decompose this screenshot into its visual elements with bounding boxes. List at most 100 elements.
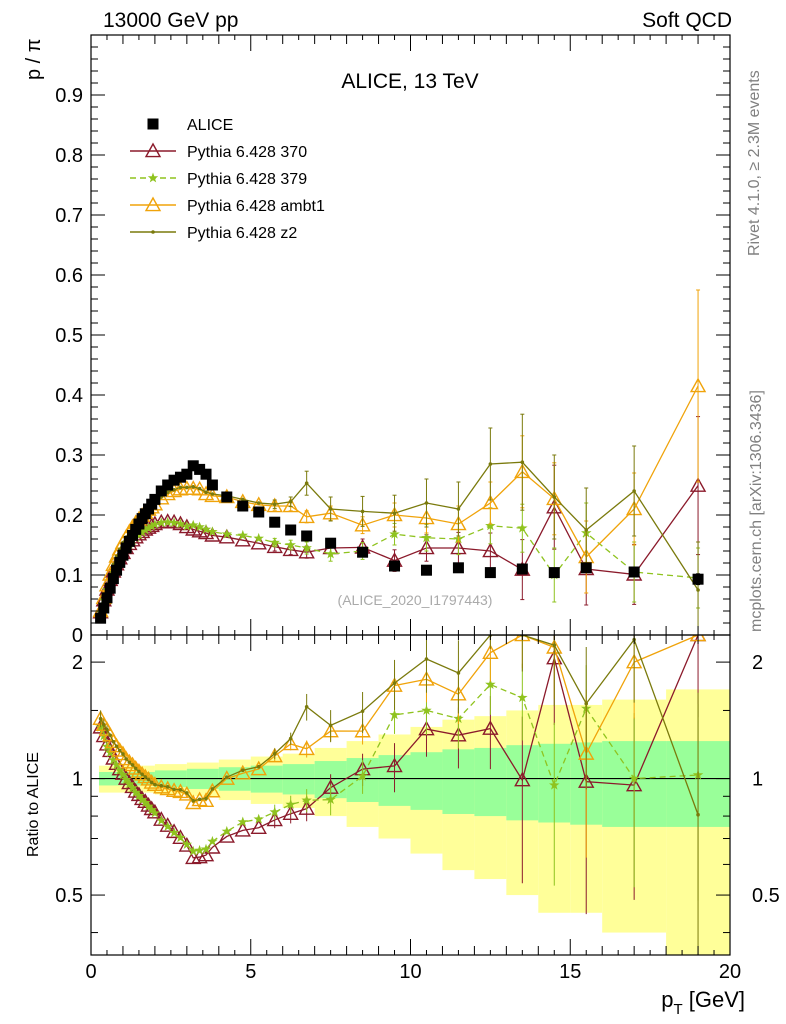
point-pythia-6-428-z2: [256, 501, 261, 505]
legend-label-pythia-6-428-z2: Pythia 6.428 z2: [187, 225, 297, 242]
point-pythia-6-428-379: [143, 522, 154, 533]
ratio-point-pythia-6-428-370: [298, 800, 315, 815]
ratio-point-pythia-6-428-370: [250, 819, 267, 835]
ratio-point-pythia-6-428-379: [421, 704, 432, 715]
ratio-point-pythia-6-428-ambt1: [204, 782, 221, 798]
ratio-point-pythia-6-428-ambt1: [354, 722, 371, 738]
point-alice: [221, 491, 233, 503]
ratio-point-pythia-6-428-379: [269, 806, 280, 817]
point-alice: [114, 556, 126, 568]
point-alice: [127, 529, 139, 541]
point-pythia-6-428-z2: [204, 490, 208, 495]
y-tick-label: 0.1: [55, 565, 83, 587]
point-pythia-6-428-370: [298, 543, 315, 559]
point-pythia-6-428-z2: [178, 485, 183, 490]
ratio-point-pythia-6-428-379: [207, 835, 218, 846]
ratio-point-pythia-6-428-379: [181, 839, 193, 849]
point-alice: [253, 506, 265, 518]
point-alice: [101, 592, 113, 604]
ratio-y-tick-label: 1: [72, 769, 83, 791]
y-tick-label: 0.3: [55, 445, 83, 467]
ratio-point-pythia-6-428-z2: [197, 797, 202, 802]
point-pythia-6-428-379: [253, 532, 264, 543]
point-pythia-6-428-370: [250, 534, 267, 550]
point-pythia-6-428-z2: [696, 588, 700, 592]
ratio-point-pythia-6-428-370: [191, 848, 208, 864]
point-pythia-6-428-z2: [424, 501, 429, 505]
x-tick-label: 20: [719, 961, 741, 983]
legend-label-pythia-6-428-370: Pythia 6.428 370: [187, 144, 307, 161]
ratio-point-pythia-6-428-z2: [552, 643, 557, 648]
point-pythia-6-428-ambt1: [266, 497, 283, 513]
point-pythia-6-428-379: [221, 528, 232, 539]
ratio-point-pythia-6-428-379: [111, 759, 122, 770]
point-pythia-6-428-z2: [552, 495, 557, 499]
y-tick-label: 0.9: [55, 85, 83, 107]
legend: ALICE Pythia 6.428 370 Pythia 6.428 379 Pyt…: [130, 117, 325, 242]
ratio-point-pythia-6-428-379: [517, 692, 528, 703]
ratio-panel-marks: [92, 635, 707, 955]
ratio-point-pythia-6-428-370: [514, 771, 531, 787]
ratio-point-pythia-6-428-ambt1: [185, 794, 202, 810]
y-tick-label: 0.8: [55, 145, 83, 167]
point-pythia-6-428-379: [285, 539, 296, 550]
ratio-point-pythia-6-428-379: [628, 773, 640, 783]
point-pythia-6-428-379: [156, 517, 167, 528]
ratio-point-pythia-6-428-379: [200, 843, 212, 854]
legend-label-pythia-6-428-379: Pythia 6.428 379: [187, 171, 307, 188]
point-alice: [516, 563, 528, 575]
ratio-point-pythia-6-428-z2: [360, 709, 365, 714]
ratio-point-pythia-6-428-379: [136, 794, 148, 805]
ratio-point-pythia-6-428-z2: [143, 775, 148, 779]
ratio-point-pythia-6-428-379: [253, 813, 264, 824]
ratio-point-pythia-6-428-ambt1: [266, 747, 283, 763]
ratio-point-pythia-6-428-379: [301, 794, 312, 805]
point-alice: [206, 479, 218, 491]
ratio-point-pythia-6-428-379: [133, 790, 145, 801]
point-pythia-6-428-370: [204, 526, 221, 542]
point-pythia-6-428-370: [418, 539, 435, 555]
point-pythia-6-428-z2: [488, 462, 493, 466]
ratio-point-pythia-6-428-370: [185, 849, 202, 865]
point-pythia-6-428-379: [149, 519, 161, 529]
ratio-point-pythia-6-428-z2: [133, 766, 138, 771]
point-pythia-6-428-z2: [210, 492, 215, 496]
point-pythia-6-428-ambt1: [482, 494, 499, 510]
ratio-point-pythia-6-428-z2: [130, 763, 135, 767]
point-pythia-6-428-ambt1: [282, 497, 299, 513]
point-pythia-6-428-379: [301, 542, 312, 553]
ratio-point-pythia-6-428-ambt1: [124, 756, 141, 772]
point-alice: [389, 560, 401, 572]
ratio-point-pythia-6-428-z2: [584, 701, 589, 706]
x-axis-label: pT [GeV]: [661, 987, 745, 1018]
ratio-point-pythia-6-428-379: [140, 797, 151, 808]
ratio-point-pythia-6-428-z2: [304, 704, 309, 709]
point-pythia-6-428-370: [218, 528, 235, 544]
point-alice: [107, 573, 119, 585]
legend-label-alice: ALICE: [187, 117, 233, 134]
ratio-point-pythia-6-428-370: [386, 757, 403, 773]
ratio-point-pythia-6-428-379: [146, 804, 157, 815]
point-pythia-6-428-379: [485, 520, 496, 531]
ratio-point-pythia-6-428-z2: [140, 772, 144, 777]
point-alice: [269, 516, 281, 528]
point-alice: [111, 564, 123, 576]
point-pythia-6-428-379: [421, 532, 432, 543]
point-alice: [174, 471, 186, 483]
point-pythia-6-428-370: [234, 531, 251, 547]
stat-band-bin: [282, 764, 315, 795]
point-pythia-6-428-379: [200, 523, 212, 534]
ratio-point-pythia-6-428-ambt1: [282, 735, 299, 751]
legend-marker-alice: [147, 118, 159, 130]
point-pythia-6-428-z2: [288, 500, 293, 504]
point-pythia-6-428-379: [146, 520, 157, 531]
y-tick-label: 0: [72, 625, 83, 647]
y-tick-label: 0.7: [55, 205, 83, 227]
ratio-point-pythia-6-428-379: [108, 754, 119, 765]
point-pythia-6-428-z2: [328, 507, 333, 511]
ratio-point-pythia-6-428-z2: [178, 788, 183, 792]
header-right: Soft QCD: [642, 9, 732, 32]
point-alice: [285, 524, 297, 536]
ratio-point-pythia-6-428-379: [120, 774, 132, 785]
ratio-point-pythia-6-428-379: [357, 770, 368, 781]
